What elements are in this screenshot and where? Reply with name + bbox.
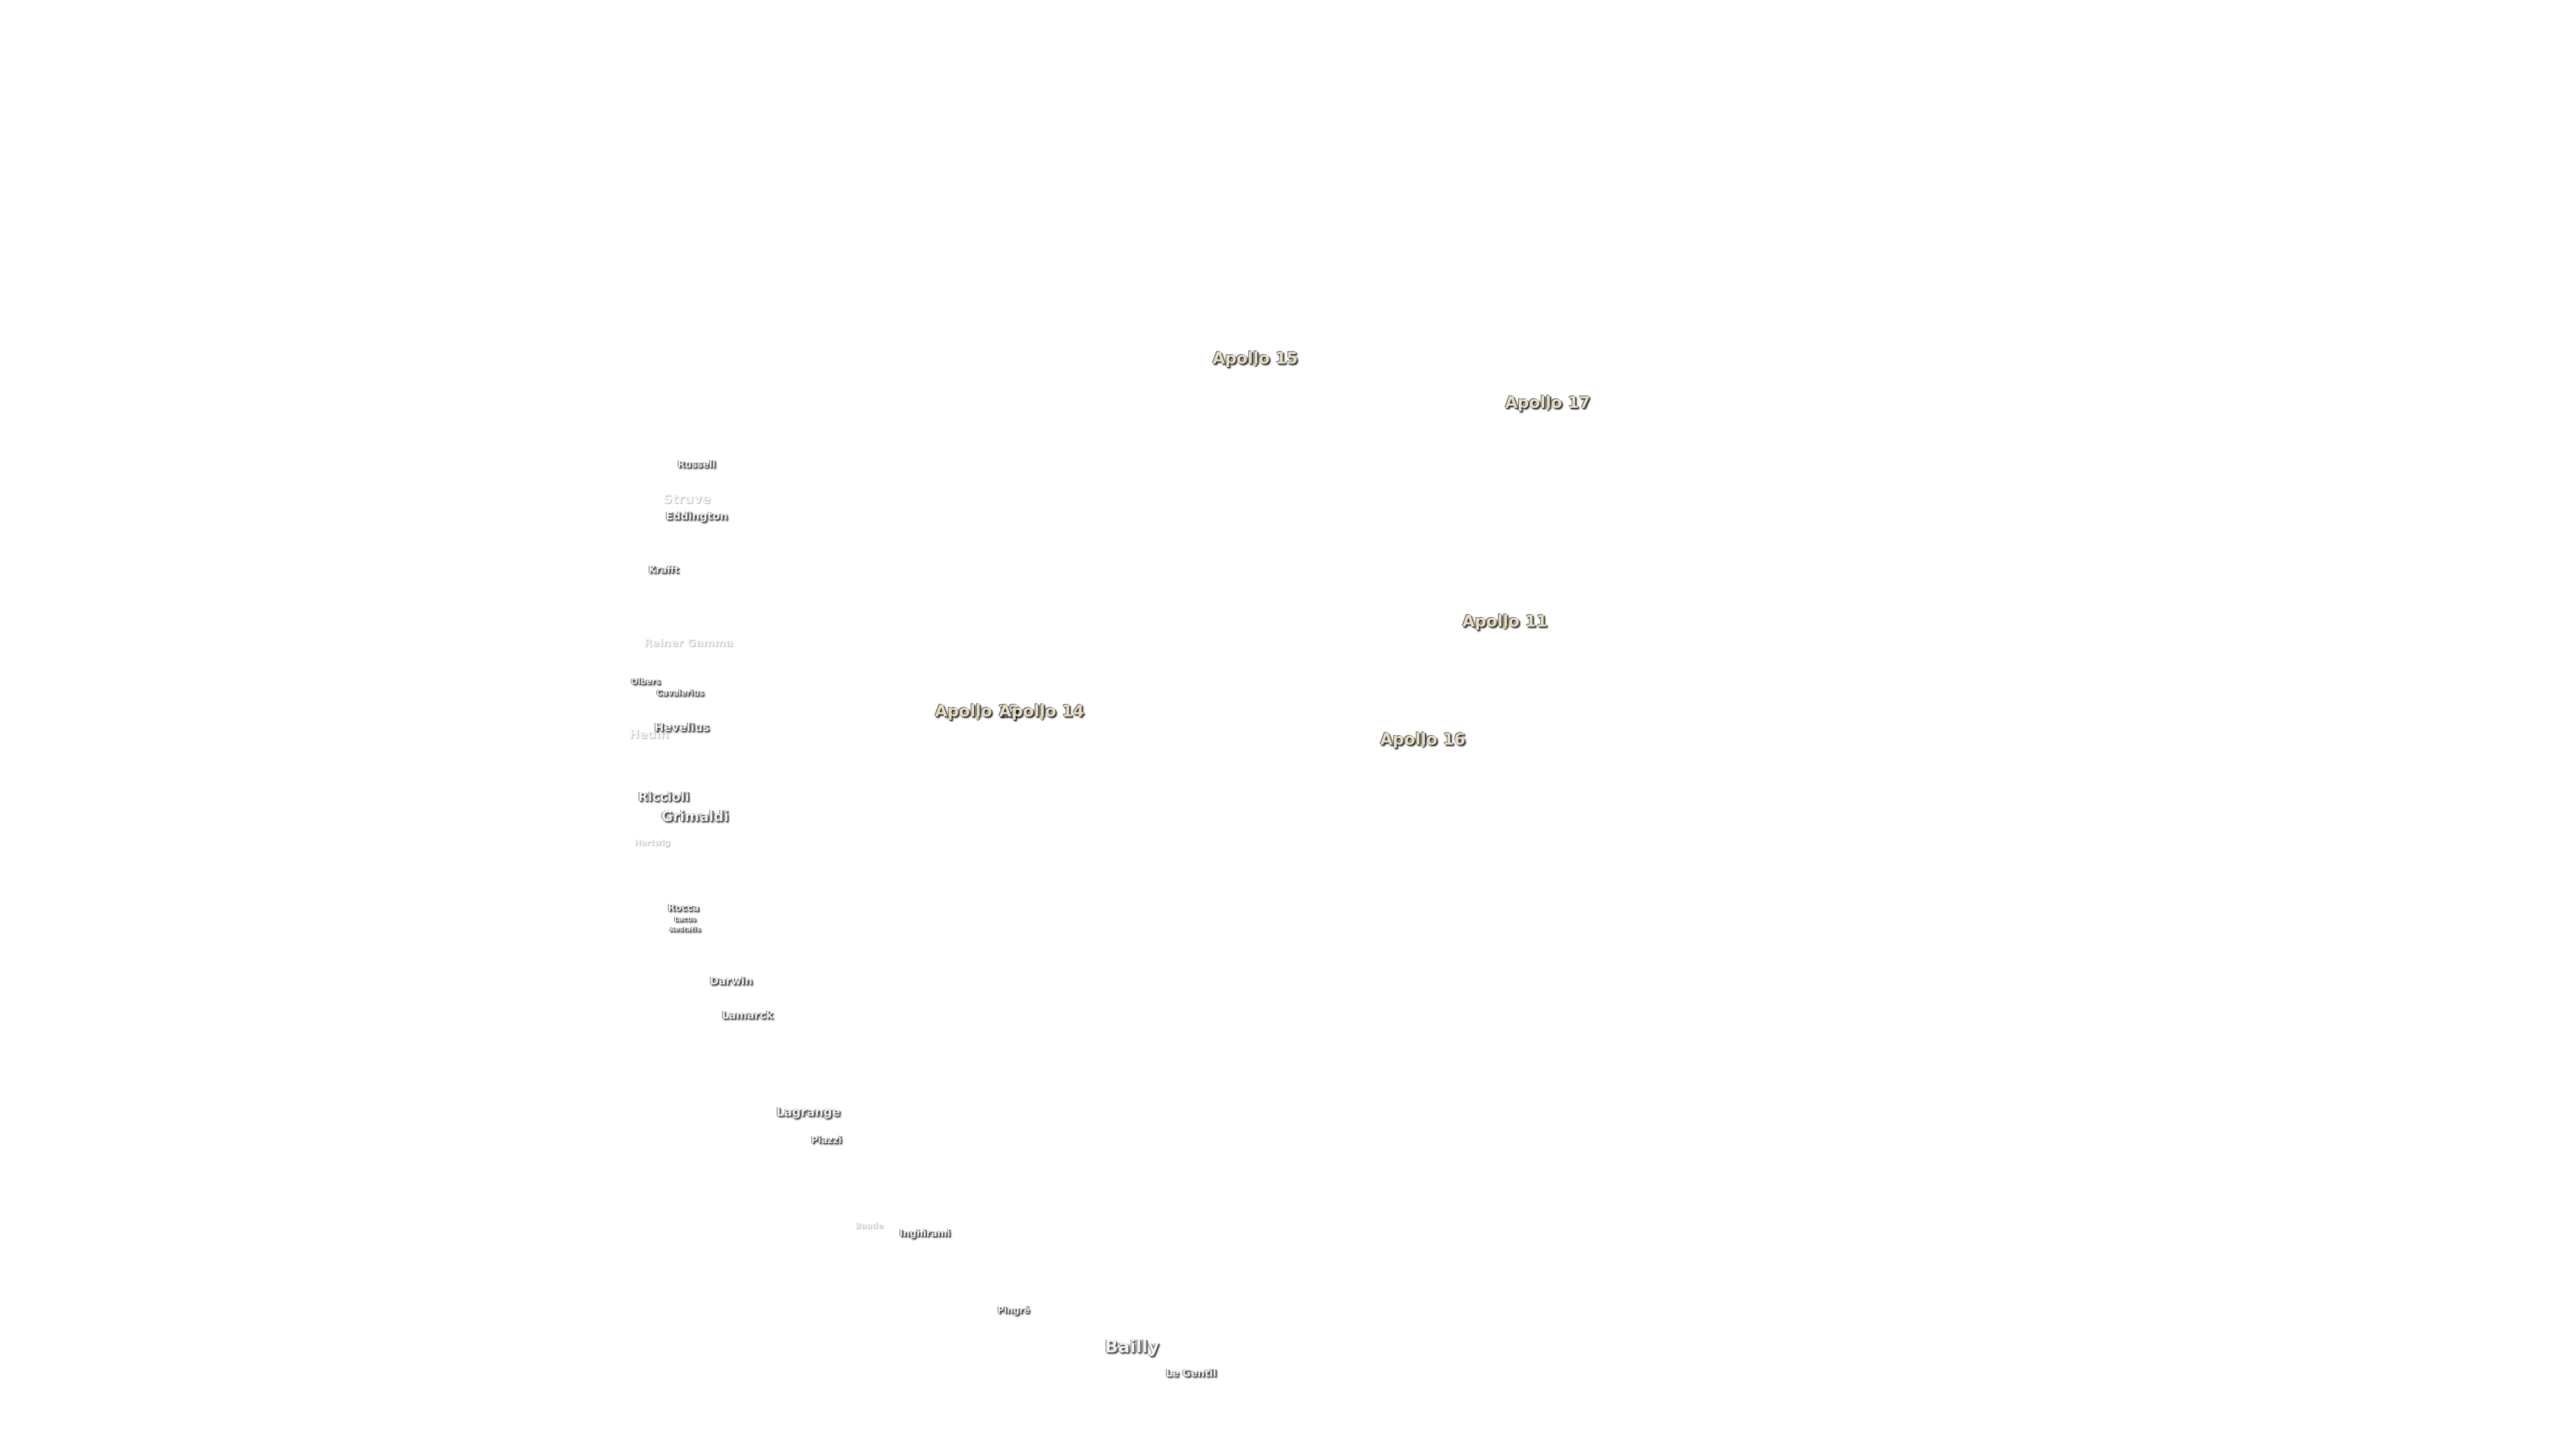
feature-label: Lacus (674, 916, 696, 924)
site-marker (1421, 744, 1425, 748)
feature-label: Rocca (667, 903, 699, 914)
feature-label: Hevelius (654, 720, 710, 735)
feature-label: Darwin (709, 974, 753, 987)
site-marker (1253, 363, 1257, 367)
feature-label: Grimaldi (661, 808, 729, 825)
feature-label: Aestatis (669, 926, 701, 934)
feature-label: Hedin (629, 727, 669, 742)
feature-label: Olbers (631, 677, 661, 687)
site-marker (975, 716, 979, 720)
feature-label: Struve (663, 492, 711, 507)
feature-label: Pingré (998, 1305, 1030, 1316)
feature-label: Le Gentil (1165, 1367, 1217, 1380)
feature-label: Reiner Gamma (643, 636, 733, 649)
site-marker (1503, 626, 1507, 630)
feature-label: Riccioli (638, 789, 690, 804)
feature-label: Krafft (648, 564, 679, 576)
feature-label: Hartwig (634, 838, 671, 848)
feature-label: Inghirami (899, 1228, 951, 1240)
feature-label: Lamarck (722, 1008, 773, 1022)
feature-label: Baade (855, 1220, 883, 1230)
feature-label: Bailly (1104, 1337, 1159, 1358)
feature-label: Lagrange (776, 1105, 841, 1120)
feature-label: Russell (678, 460, 716, 471)
feature-label: Cavalerius (656, 688, 704, 698)
site-marker (1546, 407, 1550, 411)
feature-label: Piazzi (811, 1134, 842, 1146)
feature-label: Eddington (665, 509, 728, 523)
site-marker (1040, 716, 1044, 720)
